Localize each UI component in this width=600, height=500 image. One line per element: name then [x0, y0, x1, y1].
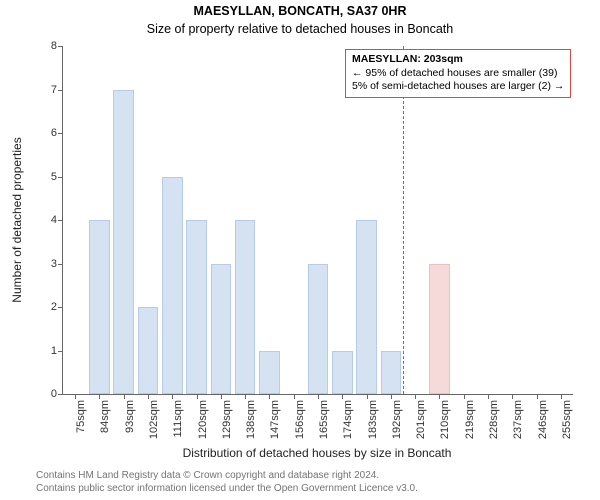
x-tick-mark [221, 394, 222, 399]
histogram-bar [235, 220, 256, 394]
y-tick-mark [58, 307, 63, 308]
x-tick-label: 102sqm [148, 400, 160, 439]
chart-plot-area: MAESYLLAN: 203sqm ← 95% of detached hous… [62, 46, 573, 395]
histogram-bar [211, 264, 232, 395]
x-tick-mark [294, 394, 295, 399]
x-tick-label: 219sqm [464, 400, 476, 439]
reference-callout: MAESYLLAN: 203sqm ← 95% of detached hous… [345, 49, 571, 98]
x-tick-mark [367, 394, 368, 399]
x-tick-label: 138sqm [245, 400, 257, 439]
x-tick-label: 129sqm [221, 400, 233, 439]
x-tick-mark [391, 394, 392, 399]
x-tick-label: 255sqm [561, 400, 573, 439]
y-tick-mark [58, 133, 63, 134]
x-tick-mark [245, 394, 246, 399]
x-tick-label: 165sqm [318, 400, 330, 439]
x-tick-mark [172, 394, 173, 399]
x-tick-mark [561, 394, 562, 399]
x-tick-mark [124, 394, 125, 399]
page-subtitle: Size of property relative to detached ho… [0, 22, 600, 36]
x-tick-label: 120sqm [197, 400, 209, 439]
x-tick-label: 210sqm [439, 400, 451, 439]
y-tick-mark [58, 90, 63, 91]
x-tick-label: 84sqm [99, 400, 111, 433]
x-tick-mark [75, 394, 76, 399]
callout-left-text: ← 95% of detached houses are smaller (39… [352, 67, 564, 81]
histogram-bar [381, 351, 402, 395]
histogram-bar [186, 220, 207, 394]
y-axis-label: Number of detached properties [10, 137, 24, 302]
x-tick-label: 93sqm [124, 400, 136, 433]
x-tick-label: 111sqm [172, 400, 184, 438]
y-tick-mark [58, 351, 63, 352]
y-tick-mark [58, 394, 63, 395]
x-tick-mark [342, 394, 343, 399]
x-tick-mark [99, 394, 100, 399]
footnote-line-2: Contains public sector information licen… [36, 483, 418, 496]
x-tick-label: 147sqm [269, 400, 281, 439]
y-tick-mark [58, 177, 63, 178]
x-tick-mark [415, 394, 416, 399]
x-tick-mark [197, 394, 198, 399]
x-tick-label: 156sqm [294, 400, 306, 439]
histogram-bar [138, 307, 159, 394]
histogram-bar [332, 351, 353, 395]
histogram-bar [89, 220, 110, 394]
histogram-bar [356, 220, 377, 394]
page-supertitle: MAESYLLAN, BONCATH, SA37 0HR [0, 4, 600, 18]
footnote-line-1: Contains HM Land Registry data © Crown c… [36, 470, 379, 483]
x-tick-mark [537, 394, 538, 399]
x-tick-mark [439, 394, 440, 399]
y-tick-mark [58, 46, 63, 47]
callout-right-text: 5% of semi-detached houses are larger (2… [352, 80, 564, 94]
x-tick-label: 183sqm [367, 400, 379, 439]
y-tick-mark [58, 264, 63, 265]
x-tick-label: 75sqm [75, 400, 87, 433]
x-tick-label: 237sqm [512, 400, 524, 439]
histogram-bar [162, 177, 183, 395]
x-tick-label: 192sqm [391, 400, 403, 439]
x-tick-mark [464, 394, 465, 399]
x-tick-mark [318, 394, 319, 399]
histogram-bar [259, 351, 280, 395]
histogram-bar [308, 264, 329, 395]
x-tick-label: 228sqm [488, 400, 500, 439]
callout-title: MAESYLLAN: 203sqm [352, 53, 564, 67]
x-axis-label: Distribution of detached houses by size … [62, 446, 572, 460]
x-tick-mark [512, 394, 513, 399]
chart-bars [63, 46, 573, 394]
x-tick-label: 174sqm [342, 400, 354, 439]
histogram-bar [429, 264, 450, 395]
x-tick-mark [488, 394, 489, 399]
x-tick-label: 246sqm [537, 400, 549, 439]
x-tick-label: 201sqm [415, 400, 427, 439]
x-tick-mark [269, 394, 270, 399]
histogram-bar [113, 90, 134, 395]
y-tick-mark [58, 220, 63, 221]
x-tick-mark [148, 394, 149, 399]
reference-line [403, 46, 404, 394]
